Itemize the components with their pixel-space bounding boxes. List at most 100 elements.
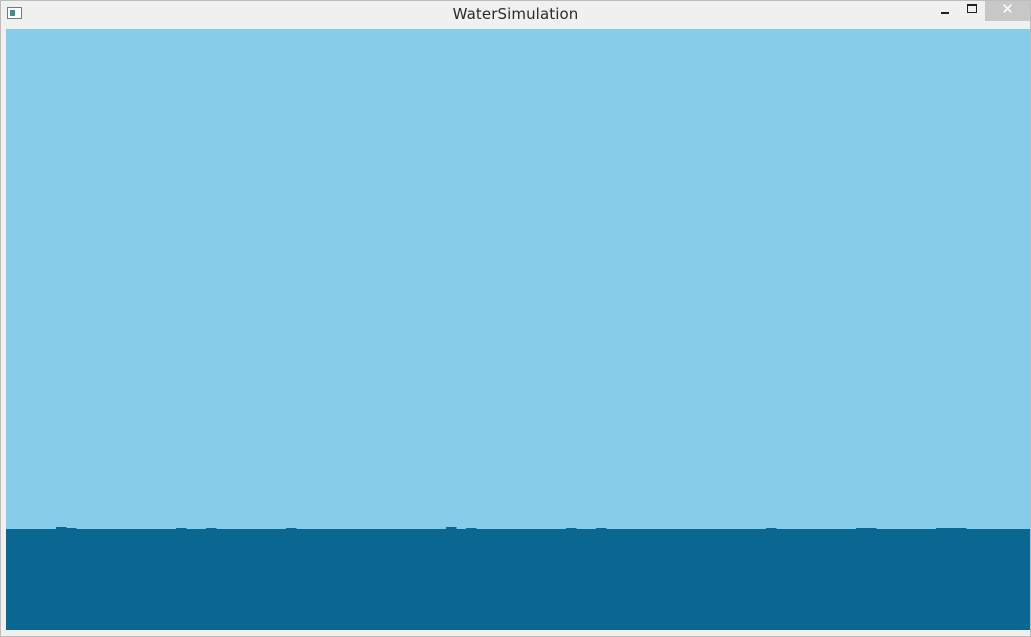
water-column <box>426 529 437 630</box>
water-column <box>836 529 847 630</box>
water-column <box>116 529 127 630</box>
water-column <box>886 529 897 630</box>
water-column <box>966 529 977 630</box>
water-column <box>356 529 367 630</box>
water-column <box>726 529 737 630</box>
water-column <box>1016 529 1027 630</box>
water-column <box>446 527 457 630</box>
water-column <box>396 529 407 630</box>
maximize-icon <box>967 3 977 13</box>
water-column <box>496 529 507 630</box>
water-column <box>226 529 237 630</box>
water-column <box>186 529 197 630</box>
water-column <box>806 529 817 630</box>
water-column <box>706 529 717 630</box>
close-button[interactable]: ✕ <box>985 1 1030 21</box>
water-column <box>736 529 747 630</box>
water-column <box>506 529 517 630</box>
water-column <box>66 528 77 630</box>
close-icon: ✕ <box>1001 0 1014 18</box>
water-column <box>636 529 647 630</box>
water-column <box>176 528 187 630</box>
water-column <box>306 529 317 630</box>
water-column <box>596 528 607 630</box>
water-column <box>196 529 207 630</box>
minimize-icon <box>941 12 949 14</box>
water-column <box>46 529 57 630</box>
water-column <box>336 529 347 630</box>
water-column <box>576 529 587 630</box>
water-column <box>786 529 797 630</box>
water-column <box>656 529 667 630</box>
water-column <box>246 529 257 630</box>
water-column <box>816 529 827 630</box>
water-column <box>796 529 807 630</box>
water-column <box>676 529 687 630</box>
water-column <box>646 529 657 630</box>
water-column <box>86 529 97 630</box>
water-column <box>756 529 767 630</box>
water-column <box>946 528 957 630</box>
water-column <box>716 529 727 630</box>
water-column <box>986 529 997 630</box>
water-column <box>1026 529 1030 630</box>
water-column <box>996 529 1007 630</box>
water-column <box>236 529 247 630</box>
water-column <box>216 529 227 630</box>
water-column <box>36 529 47 630</box>
water-column <box>616 529 627 630</box>
water-column <box>476 529 487 630</box>
water-column <box>156 529 167 630</box>
water-column <box>956 528 967 630</box>
title-bar[interactable]: WaterSimulation ✕ <box>1 1 1030 28</box>
water-column <box>406 529 417 630</box>
water-column <box>6 529 17 630</box>
water-column <box>106 529 117 630</box>
water-column <box>896 529 907 630</box>
water-column <box>546 529 557 630</box>
water-column <box>566 528 577 630</box>
water-column <box>136 529 147 630</box>
water-column <box>366 529 377 630</box>
app-icon[interactable] <box>7 7 22 19</box>
water-column <box>166 529 177 630</box>
water-column <box>126 529 137 630</box>
water-column <box>926 529 937 630</box>
water-column <box>516 529 527 630</box>
water-column <box>936 528 947 630</box>
water-column <box>376 529 387 630</box>
water-column <box>766 528 777 630</box>
water-column <box>386 529 397 630</box>
water-column <box>316 529 327 630</box>
water-column <box>746 529 757 630</box>
water-column <box>436 529 447 630</box>
water-column <box>606 529 617 630</box>
water-column <box>536 529 547 630</box>
water-column <box>866 528 877 630</box>
water-column <box>856 528 867 630</box>
water-column <box>626 529 637 630</box>
maximize-button[interactable] <box>959 1 985 21</box>
water-column <box>1006 529 1017 630</box>
minimize-button[interactable] <box>931 1 959 21</box>
water-column <box>976 529 987 630</box>
window-title: WaterSimulation <box>452 5 579 23</box>
water-column <box>906 529 917 630</box>
water-column <box>96 529 107 630</box>
water-column <box>76 529 87 630</box>
simulation-view <box>6 29 1030 630</box>
water-column <box>146 529 157 630</box>
water-column <box>456 529 467 630</box>
water-column <box>266 529 277 630</box>
water-column <box>776 529 787 630</box>
water-column <box>346 529 357 630</box>
water-column <box>56 527 67 630</box>
water-column <box>276 529 287 630</box>
water-column <box>206 528 217 630</box>
water-column <box>586 529 597 630</box>
water-column <box>556 529 567 630</box>
water-column <box>296 529 307 630</box>
simulation-canvas[interactable] <box>6 29 1030 630</box>
water-column <box>256 529 267 630</box>
